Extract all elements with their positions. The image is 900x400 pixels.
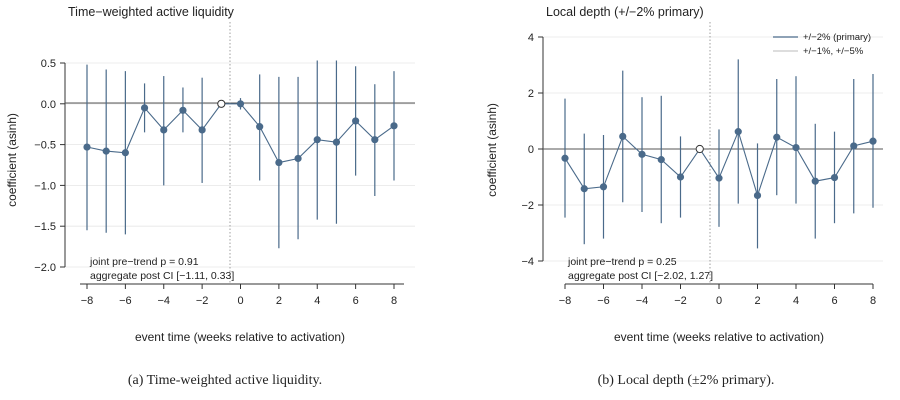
b-y-tick-label: −2: [521, 200, 534, 212]
b-data-point: [676, 173, 685, 181]
b-data-point: [850, 142, 858, 150]
a-data-point: [121, 149, 129, 157]
a-y-tick-label: −1.5: [34, 221, 56, 233]
panel-b-title: Local depth (+/−2% primary): [546, 5, 704, 19]
b-data-point: [811, 177, 819, 185]
b-data-point: [830, 173, 839, 182]
panel-b-y-ticks: −4 −2 0 2 4: [521, 32, 543, 268]
panel-b-annotation-aggregate: aggregate post CI [−2.02, 1.27]: [568, 270, 713, 282]
panel-a-x-axis-label: event time (weeks relative to activation…: [135, 330, 345, 344]
panel-b-local-depth: Local depth (+/−2% primary) −4 −2 0 2 4 −8 −6…: [485, 5, 883, 388]
b-data-point: [869, 137, 877, 145]
panel-b-marks: [561, 59, 877, 249]
b-data-point: [619, 132, 627, 140]
b-data-point: [638, 150, 646, 158]
panel-b-x-ticks: −8 −6 −4 −2 0 2 4 6 8: [559, 284, 876, 307]
a-data-point: [275, 158, 283, 167]
b-data-point: [580, 185, 588, 193]
b-x-tick-label: 4: [793, 295, 799, 307]
b-x-tick-label: 0: [716, 295, 722, 307]
a-data-point: [179, 106, 187, 114]
panel-a-time-weighted-liquidity: Time−weighted active liquidity −2.0−1.5−…: [5, 5, 415, 388]
a-x-tick-label: −4: [157, 295, 170, 307]
b-data-point: [792, 144, 800, 152]
b-x-tick-label: −4: [636, 295, 649, 307]
panel-b-legend: +/−2% (primary) +/−1%, +/−5%: [773, 32, 871, 57]
b-y-tick-label: 0: [528, 144, 534, 156]
legend-label-secondary: +/−1%, +/−5%: [803, 46, 864, 57]
a-data-point: [390, 122, 398, 130]
a-x-tick-label: 8: [391, 295, 397, 307]
b-reference-point: [695, 144, 704, 154]
b-data-point: [753, 191, 762, 200]
panel-a-gridlines: [65, 62, 415, 268]
a-data-point: [198, 126, 206, 134]
panel-a-y-ticks: −2.0 −1.5 −1.0 −0.5 0.0 0.5: [34, 58, 65, 274]
a-x-tick-label: 2: [276, 295, 282, 307]
b-x-tick-label: −8: [559, 295, 572, 307]
a-y-tick-label: 0.0: [41, 99, 56, 111]
b-x-tick-label: 8: [870, 295, 876, 307]
a-reference-point: [217, 99, 226, 108]
panel-a-title: Time−weighted active liquidity: [68, 5, 235, 19]
panel-b-caption: (b) Local depth (±2% primary).: [598, 373, 775, 388]
a-data-point: [160, 126, 168, 134]
b-x-tick-label: −2: [674, 295, 687, 307]
panel-a-caption: (a) Time-weighted active liquidity.: [128, 373, 322, 388]
a-data-point: [236, 100, 245, 108]
panel-a-x-ticks: −8 −6 −4 −2 0 2 4 6 8: [81, 284, 397, 307]
a-data-point: [332, 138, 341, 146]
legend-label-primary: +/−2% (primary): [803, 32, 871, 43]
b-data-point: [657, 156, 665, 164]
a-x-tick-label: −6: [119, 295, 132, 307]
b-y-tick-label: 2: [528, 88, 534, 100]
panel-b-annotation-pretrend: joint pre−trend p = 0.25: [567, 256, 677, 268]
a-x-tick-label: 6: [353, 295, 359, 307]
b-x-tick-label: −6: [597, 295, 610, 307]
a-data-point: [352, 117, 360, 125]
a-data-point: [256, 123, 264, 131]
a-x-tick-label: −8: [81, 295, 94, 307]
a-data-point: [140, 104, 149, 112]
b-data-point: [734, 128, 742, 136]
a-x-tick-label: 4: [314, 295, 320, 307]
a-y-tick-label: −0.5: [34, 140, 56, 152]
panel-a-annotation-pretrend: joint pre−trend p = 0.91: [89, 256, 199, 268]
a-series-line: [86, 103, 395, 164]
panel-a-marks: [83, 60, 398, 249]
b-data-point: [599, 183, 608, 191]
a-y-tick-label: 0.5: [41, 58, 56, 70]
a-data-point: [313, 136, 321, 144]
a-data-point: [83, 143, 91, 151]
a-x-tick-label: 0: [237, 295, 243, 307]
a-data-point: [371, 136, 379, 144]
b-y-tick-label: 4: [528, 32, 534, 44]
panel-b-y-axis-label: coefficient (asinh): [485, 103, 499, 197]
b-x-tick-label: 6: [831, 295, 837, 307]
a-data-point: [294, 154, 302, 163]
panel-a-annotation-aggregate: aggregate post CI [−1.11, 0.33]: [90, 270, 234, 282]
b-data-point: [561, 154, 569, 162]
a-y-tick-label: −1.0: [34, 180, 56, 192]
b-x-tick-label: 2: [754, 295, 760, 307]
b-data-point: [773, 133, 781, 141]
a-x-tick-label: −2: [196, 295, 209, 307]
panel-b-x-axis-label: event time (weeks relative to activation…: [614, 330, 824, 344]
b-data-point: [715, 174, 723, 182]
a-y-tick-label: −2.0: [34, 262, 56, 274]
panel-a-y-axis-label: coefficient (asinh): [5, 113, 19, 207]
b-y-tick-label: −4: [521, 256, 534, 268]
a-data-point: [102, 147, 110, 155]
